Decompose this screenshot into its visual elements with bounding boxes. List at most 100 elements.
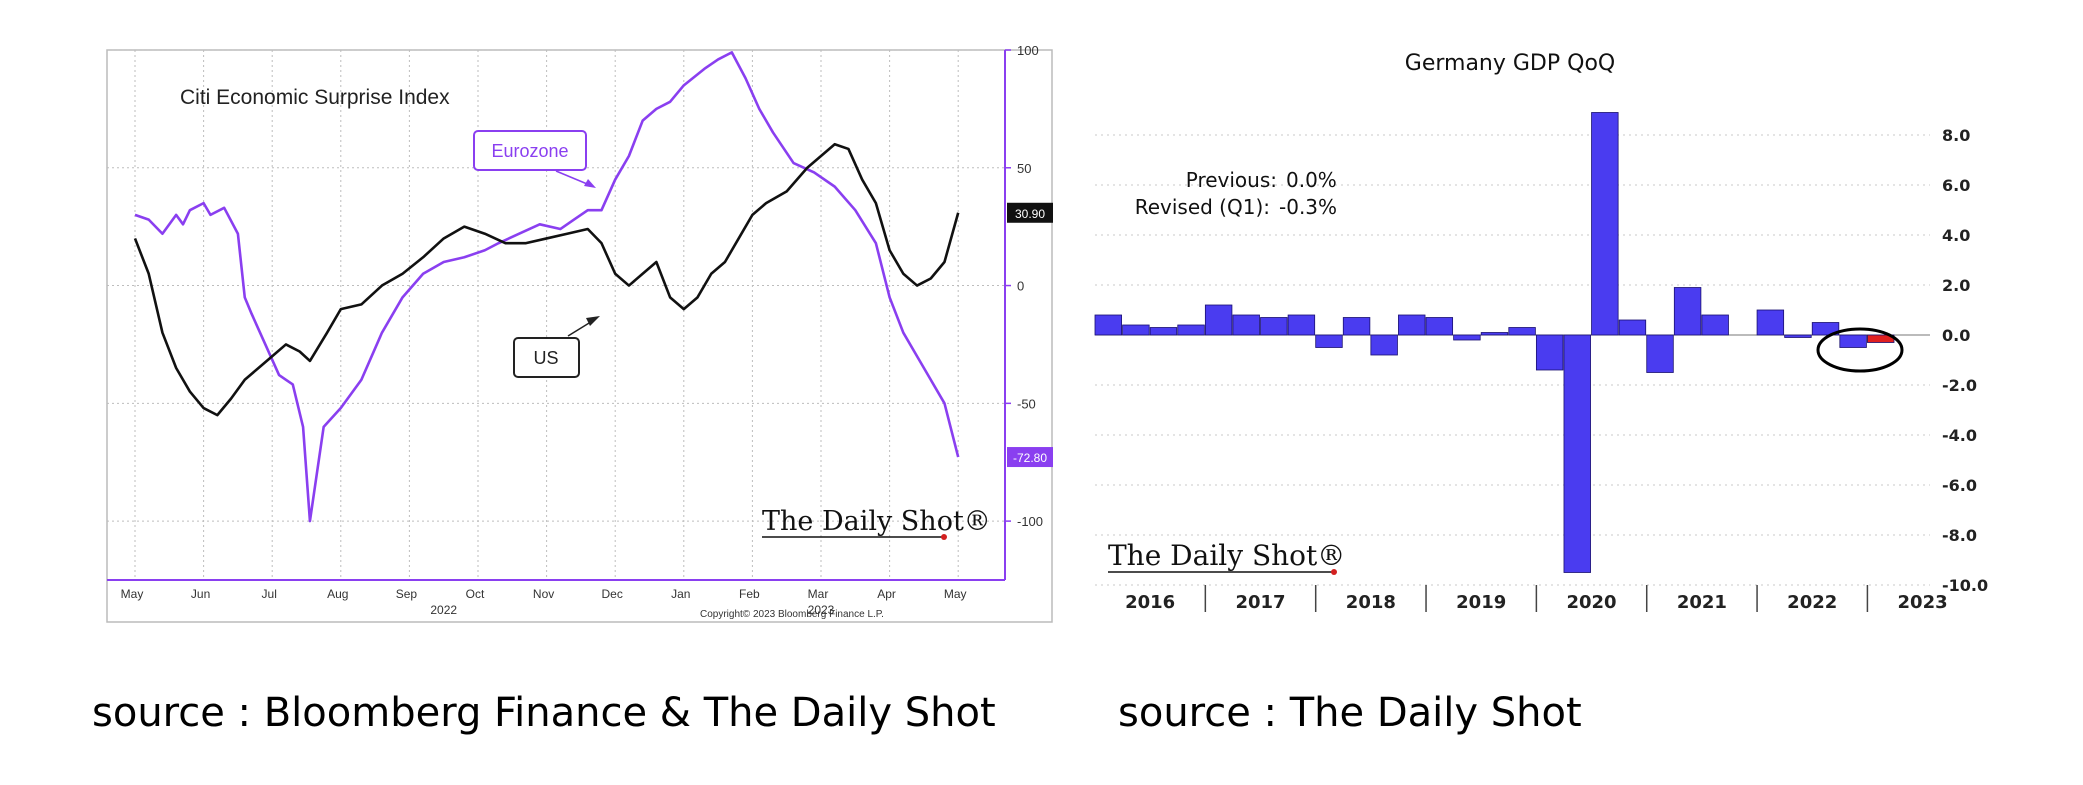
right-axes: 8.0 6.0 4.0 2.0 0.0 -2.0 -4.0 -6.0 -8.0 -10.0 2016… bbox=[1125, 126, 1988, 613]
note-previous-label: Previous: bbox=[1186, 168, 1277, 192]
gdp-bar bbox=[1425, 317, 1454, 336]
gdp-bar bbox=[1784, 334, 1812, 338]
caption-right: source : The Daily Shot bbox=[1118, 690, 1582, 736]
left-chart-title: Citi Economic Surprise Index bbox=[180, 86, 450, 109]
eurozone-label: Eurozone bbox=[491, 141, 568, 161]
gdp-bar bbox=[1287, 314, 1316, 336]
left-year-label: 2023 bbox=[808, 603, 835, 617]
gdp-bar bbox=[1370, 334, 1398, 356]
last-value-tag bbox=[1007, 202, 1053, 223]
left-ytick-label: 0 bbox=[1017, 279, 1024, 294]
left-month-label: Oct bbox=[466, 587, 485, 601]
right-year-label: 2023 bbox=[1898, 592, 1948, 613]
series-line-us bbox=[133, 142, 960, 417]
right-chart-title: Germany GDP QoQ bbox=[1405, 51, 1615, 76]
note-revised-value: -0.3% bbox=[1279, 195, 1337, 219]
left-axes: 100 50 0 -50 -100 May Jun Jul Aug Sep Oct Nov Dec Jan… bbox=[107, 43, 1043, 617]
left-ytick-label: -100 bbox=[1017, 514, 1043, 529]
gdp-bar bbox=[1453, 334, 1481, 341]
left-month-label: Jan bbox=[671, 587, 690, 601]
right-ytick-label: -8.0 bbox=[1942, 526, 1977, 545]
left-month-label: Dec bbox=[602, 587, 623, 601]
gdp-bar bbox=[1232, 314, 1260, 336]
left-ytick-label: 50 bbox=[1017, 161, 1031, 176]
left-month-label: Aug bbox=[327, 587, 348, 601]
eurozone-label-box: Eurozone bbox=[473, 130, 596, 188]
right-year-label: 2016 bbox=[1125, 592, 1175, 613]
gdp-bar bbox=[1480, 332, 1509, 336]
left-month-label: Jun bbox=[191, 587, 210, 601]
left-watermark-dot bbox=[941, 534, 947, 540]
eurozone-box bbox=[473, 130, 587, 171]
gdp-notes: Previous: 0.0% Revised (Q1): -0.3% bbox=[1135, 168, 1337, 219]
copyright-note: Copyright© 2023 Bloomberg Finance L.P. bbox=[700, 609, 884, 620]
right-year-label: 2022 bbox=[1787, 592, 1837, 613]
gdp-bar bbox=[1122, 324, 1150, 336]
us-arrow-head bbox=[586, 316, 600, 326]
gdp-bar bbox=[1646, 334, 1674, 373]
right-ytick-label: 4.0 bbox=[1942, 226, 1970, 245]
gdp-bar bbox=[1618, 319, 1647, 336]
gdp-bar bbox=[1177, 324, 1205, 336]
us-box bbox=[513, 337, 580, 378]
last-value-tag bbox=[1007, 447, 1053, 468]
right-year-label: 2019 bbox=[1456, 592, 1506, 613]
left-grid bbox=[107, 49, 1005, 580]
left-year-label: 2022 bbox=[430, 603, 457, 617]
left-month-label: Jul bbox=[262, 587, 277, 601]
gdp-bar bbox=[1563, 334, 1591, 573]
note-revised-label: Revised (Q1): bbox=[1135, 195, 1270, 219]
right-year-label: 2021 bbox=[1677, 592, 1727, 613]
germany-gdp-chart: Germany GDP QoQ 8.0 6.0 4.0 2.0 0.0 -2.0 -4.0 -… bbox=[1094, 51, 1988, 613]
left-month-label: Apr bbox=[877, 587, 896, 601]
right-watermark-dot bbox=[1331, 569, 1337, 575]
right-bars bbox=[1094, 112, 1895, 573]
right-ytick-label: -10.0 bbox=[1942, 576, 1988, 595]
series-line-eurozone bbox=[134, 51, 960, 523]
gdp-bar bbox=[1204, 304, 1233, 336]
right-ytick-label: -6.0 bbox=[1942, 476, 1977, 495]
left-series: -72.80 30.90 bbox=[133, 51, 1053, 523]
left-month-label: Nov bbox=[533, 587, 554, 601]
left-month-label: May bbox=[944, 587, 967, 601]
eurozone-arrow-head bbox=[584, 179, 596, 188]
gdp-bar bbox=[1260, 317, 1288, 336]
gdp-bar bbox=[1094, 314, 1122, 336]
left-watermark: The Daily Shot® bbox=[762, 506, 991, 537]
right-ytick-label: 6.0 bbox=[1942, 176, 1970, 195]
gdp-bar bbox=[1673, 287, 1702, 336]
right-watermark: The Daily Shot® bbox=[1108, 539, 1345, 572]
gdp-bar bbox=[1811, 322, 1840, 336]
right-ytick-label: -2.0 bbox=[1942, 376, 1977, 395]
left-ytick-label: 100 bbox=[1017, 43, 1039, 58]
gdp-bar bbox=[1398, 314, 1426, 336]
note-previous-value: 0.0% bbox=[1286, 168, 1337, 192]
caption-left: source : Bloomberg Finance & The Daily S… bbox=[92, 690, 996, 736]
right-ytick-label: 0.0 bbox=[1942, 326, 1970, 345]
last-value-label: 30.90 bbox=[1015, 207, 1045, 221]
left-month-label: Sep bbox=[396, 587, 418, 601]
gdp-bar bbox=[1315, 334, 1343, 348]
gdp-bar bbox=[1535, 334, 1564, 371]
right-ytick-label: 8.0 bbox=[1942, 126, 1970, 145]
right-ytick-label: -4.0 bbox=[1942, 426, 1977, 445]
gdp-bar bbox=[1701, 314, 1729, 336]
left-ytick-label: -50 bbox=[1017, 396, 1036, 411]
us-label: US bbox=[533, 348, 558, 368]
left-month-label: Mar bbox=[808, 587, 829, 601]
gdp-bar bbox=[1508, 327, 1536, 336]
right-ytick-label: 2.0 bbox=[1942, 276, 1970, 295]
left-month-label: Feb bbox=[739, 587, 760, 601]
gdp-bar bbox=[1342, 317, 1371, 336]
citi-surprise-chart: -72.80 30.90 100 50 0 -50 -100 May Jun Jul Aug Sep… bbox=[106, 43, 1053, 623]
right-year-label: 2017 bbox=[1235, 592, 1285, 613]
left-month-label: May bbox=[121, 587, 144, 601]
highlight-circle bbox=[1816, 327, 1904, 373]
right-year-label: 2018 bbox=[1346, 592, 1396, 613]
gdp-bar bbox=[1756, 309, 1785, 336]
gdp-bar bbox=[1591, 112, 1619, 336]
gdp-bar bbox=[1149, 327, 1178, 336]
last-value-label: -72.80 bbox=[1013, 451, 1047, 465]
right-year-label: 2020 bbox=[1566, 592, 1616, 613]
